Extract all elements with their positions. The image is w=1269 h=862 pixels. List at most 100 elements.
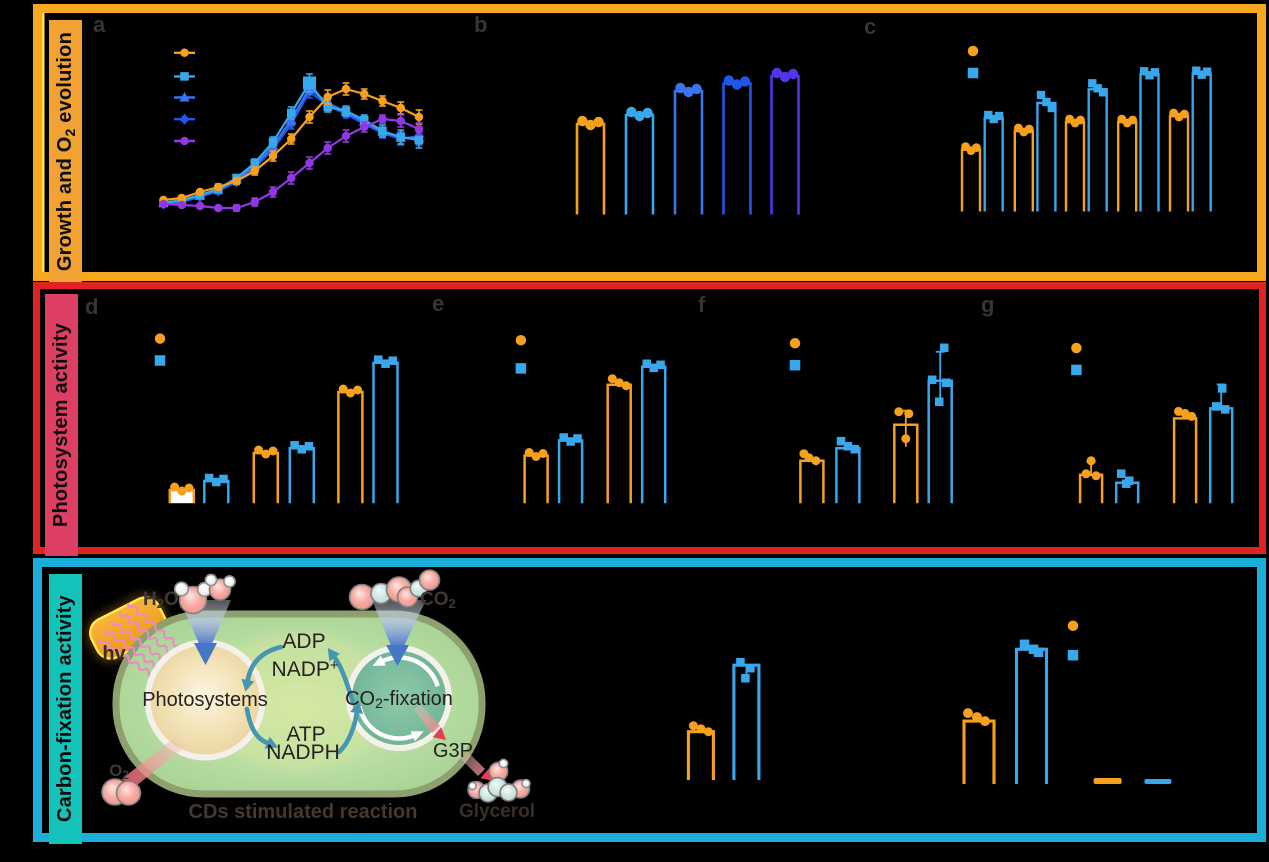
panel-letter-a: a — [93, 12, 106, 37]
inflow-funnel-co2 — [372, 600, 426, 666]
hv-label: hv — [102, 643, 126, 665]
bar-i-sky — [1144, 779, 1172, 784]
panel-letter-c: c — [864, 14, 877, 39]
bar-d-orange — [337, 384, 364, 504]
panel-d-legend — [154, 333, 166, 366]
adp-to-photosystems — [245, 644, 284, 685]
bar-c-orange — [960, 142, 982, 212]
bar-b-blue — [673, 82, 704, 215]
bar-b-royal — [722, 75, 752, 215]
g3p-label: G3P — [433, 740, 473, 762]
bar-i-sky — [1014, 639, 1049, 784]
bar-e-sky — [557, 433, 584, 504]
bar-f-sky — [835, 436, 861, 504]
panel-d-bar-chart — [154, 333, 399, 504]
water-molecule-2 — [204, 573, 236, 601]
panel-letter-b: b — [474, 12, 488, 37]
panel-i-bar-chart — [962, 620, 1172, 784]
nadp-label: NADP+ — [272, 658, 339, 681]
glycerol-molecule — [467, 758, 531, 803]
bar-i-orange — [1093, 778, 1122, 784]
photosystems-to-atp — [244, 706, 272, 746]
panel-letter-f: f — [698, 292, 706, 317]
row-band-photosystem: Photosystem activity — [45, 294, 78, 556]
nadph-label: NADPH — [266, 741, 340, 764]
bar-b-sky — [624, 106, 655, 215]
bar-g-orange — [1078, 456, 1104, 504]
bar-d-sky — [203, 473, 230, 504]
co2-molecule-1 — [348, 576, 413, 611]
bar-g-sky — [1114, 469, 1140, 504]
bar-d-orange — [252, 445, 280, 504]
adp-atp-cycle-arrows — [241, 644, 364, 755]
co2fixation-to-nadp — [331, 653, 355, 704]
bar-d-sky — [372, 355, 399, 504]
panel-a-legend — [174, 48, 195, 146]
water-molecule-1 — [173, 581, 213, 615]
line-series-purple — [159, 114, 424, 213]
bar-c-sky — [1191, 66, 1212, 212]
photosystems-label: Photosystems — [142, 689, 268, 711]
panel-g-bar-chart — [1071, 342, 1234, 504]
h2o-label: H2O — [143, 589, 179, 611]
row-band-carbon: Carbon-fixation activity — [49, 574, 82, 844]
panel-f-legend — [789, 337, 801, 371]
row-box-carbon: Carbon-fixation activity — [33, 558, 1266, 844]
glycerol-label: Glycerol — [459, 801, 535, 822]
line-series-orange — [159, 82, 424, 205]
bar-h-sky — [732, 657, 761, 780]
bar-f-sky — [927, 343, 953, 504]
co2-molecule-2 — [396, 569, 441, 608]
bar-c-sky — [983, 110, 1004, 212]
bar-h-orange — [686, 721, 715, 780]
caption-label: CDs stimulated reaction — [189, 801, 418, 823]
row-box-photosystem: Photosystem activity — [33, 282, 1266, 556]
adp-label: ADP — [282, 630, 325, 653]
co2-label: CO2 — [420, 589, 456, 611]
bar-c-sky — [1087, 79, 1108, 212]
co2-fixation-cycle-ring — [357, 655, 440, 742]
panel-i-legend — [1067, 620, 1079, 661]
bar-e-orange — [523, 448, 549, 504]
bar-c-sky — [1139, 67, 1160, 212]
bar-d-orange — [168, 482, 196, 504]
o2-label: O2 — [109, 761, 129, 782]
panel-letter-d: d — [85, 294, 99, 319]
panel-letter-e: e — [432, 291, 445, 316]
panel-c-legend — [967, 45, 979, 79]
o2-molecule — [101, 778, 142, 806]
bar-c-orange — [1168, 108, 1190, 212]
panel-a-line-chart — [158, 48, 425, 213]
co2fix-to-g3p-arrow — [414, 704, 446, 740]
g3p-to-glycerol-arrow — [460, 751, 494, 781]
panel-e-legend — [515, 334, 527, 374]
panel-b-bar-chart — [575, 67, 800, 215]
bar-b-indigo — [770, 67, 800, 215]
bar-c-sky — [1036, 90, 1057, 212]
bar-f-orange — [893, 407, 919, 504]
bar-g-orange — [1172, 406, 1198, 504]
panel-f-bar-chart — [789, 337, 953, 504]
panel-e-bar-chart — [515, 334, 667, 504]
bar-e-sky — [640, 359, 667, 504]
panel-letter-g: g — [981, 292, 995, 317]
panel-h-bar-chart — [686, 657, 761, 780]
row-box-growth: Growth and O2 evolution — [33, 4, 1266, 283]
atp-label: ATP — [286, 723, 325, 746]
nadph-to-co2fixation — [336, 708, 360, 755]
bar-f-orange — [799, 449, 825, 504]
bar-c-orange — [1117, 114, 1138, 212]
bar-i-orange — [962, 708, 996, 784]
bar-b-orange — [575, 115, 606, 215]
row-band-growth: Growth and O2 evolution — [49, 20, 82, 283]
bar-c-orange — [1013, 123, 1034, 212]
bar-c-orange — [1064, 114, 1086, 212]
panel-c-bar-chart — [960, 45, 1212, 212]
bar-d-sky — [288, 441, 316, 504]
bar-g-sky — [1208, 383, 1234, 504]
panel-g-legend — [1071, 342, 1082, 376]
